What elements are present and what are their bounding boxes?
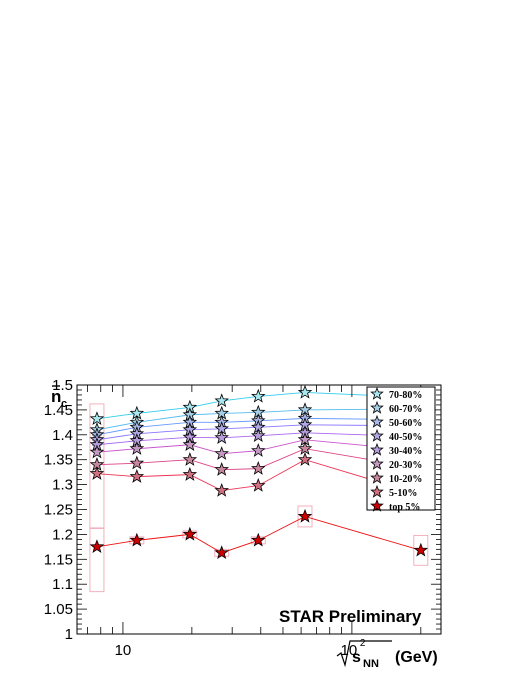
- data-point-7-5: [297, 452, 313, 466]
- data-point-6-3: [214, 462, 229, 476]
- legend-label-7: 5-10%: [389, 488, 417, 499]
- y-tick-label: 1.35: [44, 452, 73, 469]
- data-point-8-3: [214, 545, 229, 560]
- data-point-5-3: [214, 446, 229, 460]
- y-tick-label: 1.1: [52, 576, 73, 593]
- y-tick-label: 1.45: [44, 402, 73, 419]
- data-point-4-3: [214, 430, 229, 444]
- y-axis-title-main: n: [51, 387, 61, 406]
- data-point-6-2: [182, 452, 198, 466]
- data-point-8-4: [251, 532, 266, 547]
- syst-box-top5-6: [413, 534, 429, 566]
- data-point-5-0: [89, 444, 105, 459]
- legend-marker-5: [370, 456, 384, 470]
- data-point-7-1: [129, 468, 145, 483]
- x-axis-title-main: s: [352, 649, 361, 666]
- legend-marker-4: [370, 442, 384, 456]
- preliminary-annotation: STAR Preliminary: [279, 607, 422, 626]
- y-tick-label: 1: [65, 626, 73, 643]
- data-point-7-2: [182, 466, 198, 481]
- data-point-0-0: [89, 411, 105, 426]
- x-axis-title-unit: (GeV): [395, 649, 438, 666]
- syst-box-top5-0: [89, 527, 105, 593]
- data-point-0-5: [297, 384, 313, 399]
- data-point-6-5: [297, 441, 313, 455]
- data-point-8-0: [89, 539, 105, 554]
- y-axis-title: n c: [51, 385, 67, 410]
- data-point-7-0: [89, 465, 105, 480]
- data-point-0-4: [251, 388, 266, 403]
- legend-label-6: 10-20%: [389, 474, 422, 485]
- x-tick-label-100-base: 10: [341, 642, 358, 659]
- legend-marker-3: [370, 428, 384, 442]
- y-tick-label: 1.5: [52, 377, 73, 394]
- data-point-7-4: [251, 477, 266, 492]
- y-tick-label: 1.15: [44, 551, 73, 568]
- sqrt-symbol-icon: [336, 640, 392, 668]
- legend-marker-1: [370, 400, 384, 414]
- y-axis-title-sub: c: [61, 398, 67, 410]
- data-point-5-4: [251, 443, 266, 457]
- data-point-6-1: [129, 455, 145, 470]
- x-tick-label-10: 10: [115, 642, 132, 659]
- legend-marker-6: [370, 470, 384, 484]
- legend-label-2: 50-60%: [389, 418, 422, 429]
- tick-labels: 1 1.05 1.1 1.15 1.2 1.25 1.3 1.35 1.4 1.45 1.5 10 10…: [44, 377, 366, 659]
- x-axis-title: s NN (GeV): [336, 640, 438, 670]
- y-tick-label: 1.2: [52, 526, 73, 543]
- legend-label-8: top 5%: [389, 502, 420, 513]
- legend-marker-0: [370, 386, 384, 400]
- y-tick-label: 1.4: [52, 427, 73, 444]
- x-axis-title-sub: NN: [363, 658, 379, 670]
- data-point-8-6: [413, 542, 429, 557]
- syst-box-top5-5: [297, 505, 313, 528]
- legend-label-5: 20-30%: [389, 460, 422, 471]
- y-tick-label: 1.3: [52, 477, 73, 494]
- legend-marker-7: [370, 484, 384, 498]
- legend-label-3: 40-50%: [389, 432, 422, 443]
- legend-label-1: 60-70%: [389, 404, 422, 415]
- data-point-5-1: [129, 441, 145, 455]
- data-point-0-3: [214, 393, 229, 408]
- x-tick-label-100-exponent: 2: [360, 638, 366, 649]
- data-point-5-2: [182, 437, 198, 451]
- data-point-6-4: [251, 461, 266, 475]
- data-point-7-3: [214, 482, 229, 497]
- data-point-8-1: [129, 532, 145, 547]
- legend-label-4: 30-40%: [389, 446, 422, 457]
- data-point-8-2: [182, 526, 198, 541]
- data-point-4-4: [251, 428, 266, 442]
- legend-marker-2: [370, 414, 384, 428]
- y-tick-label: 1.25: [44, 502, 73, 519]
- legend-label-0: 70-80%: [389, 390, 422, 401]
- data-point-8-5: [297, 508, 313, 523]
- syst-box-5-10-0: [89, 403, 105, 529]
- legend-marker-8: [370, 498, 384, 512]
- legend: 70-80% 60-70% 50-60% 40-50% 30-40% 20-30% 10-2…: [366, 386, 436, 513]
- y-tick-label: 1.05: [44, 601, 73, 618]
